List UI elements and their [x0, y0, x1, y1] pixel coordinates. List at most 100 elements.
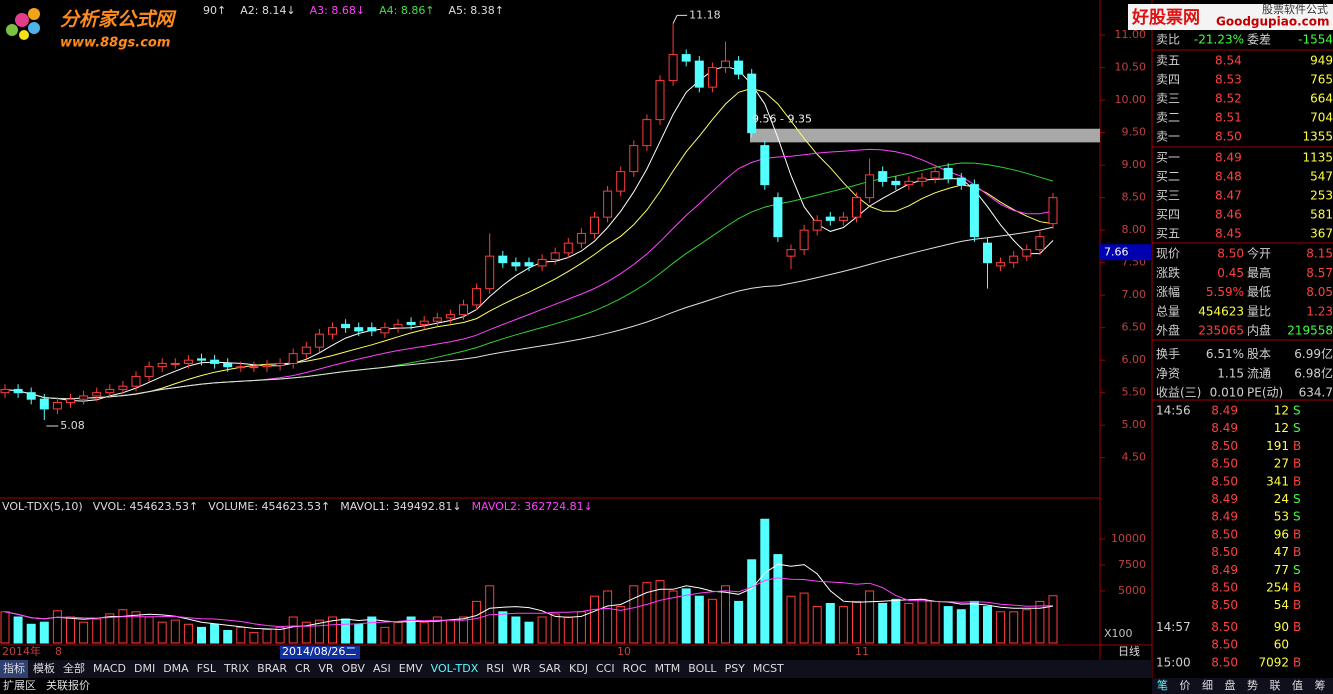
volume-bar — [157, 621, 167, 644]
trade-volume: 60 — [1274, 638, 1289, 652]
ma-legend: A5: 8.38↑ — [449, 4, 504, 17]
trade-volume: 53 — [1274, 510, 1289, 524]
volume-bar — [786, 595, 796, 644]
indicator-tab[interactable]: KDJ — [569, 662, 588, 675]
volume-bar — [393, 621, 403, 644]
panel-tool[interactable]: 细 — [1202, 679, 1213, 692]
stat-label: 流通 — [1247, 366, 1271, 380]
stat-label: 外盘 — [1156, 323, 1180, 338]
stat-label: 换手 — [1156, 347, 1180, 361]
high-label: 11.18 — [689, 8, 721, 21]
volume-unit: X100 — [1104, 627, 1133, 640]
indicator-tab[interactable]: OBV — [342, 662, 366, 675]
indicator-tab[interactable]: 全部 — [63, 661, 85, 675]
indicator-tab[interactable]: VOL-TDX — [431, 662, 479, 675]
y-tick-label: 7.00 — [1122, 288, 1147, 301]
candle-body — [707, 67, 717, 88]
indicator-tab[interactable]: TRIX — [223, 662, 250, 675]
trade-price: 8.49 — [1211, 510, 1238, 524]
low-label: 5.08 — [60, 419, 85, 432]
book-volume: 547 — [1310, 170, 1333, 184]
panel-tool[interactable]: 筹 — [1315, 678, 1326, 692]
summary-label: 卖比 — [1156, 33, 1180, 47]
indicator-tab[interactable]: DMA — [163, 662, 189, 675]
bottom-tab[interactable]: 扩展区 — [3, 678, 36, 692]
date-label: 10 — [617, 645, 631, 658]
panel-tool[interactable]: 价 — [1180, 679, 1191, 692]
volume-bar — [891, 598, 901, 644]
candle-body — [13, 388, 23, 394]
indicator-tab[interactable]: EMV — [399, 662, 423, 675]
indicator-tab[interactable]: MCST — [753, 662, 784, 675]
candle-body — [341, 323, 351, 329]
candle-body — [865, 174, 875, 199]
stat-label: 净资 — [1156, 366, 1180, 380]
candle-body — [183, 359, 193, 364]
indicator-tab[interactable]: 模板 — [33, 661, 55, 675]
indicator-tab[interactable]: ROC — [623, 662, 647, 675]
book-price: 8.46 — [1215, 208, 1242, 222]
panel-tool[interactable]: 联 — [1270, 679, 1281, 692]
indicator-tab[interactable]: FSL — [197, 662, 217, 675]
volume-bar — [210, 623, 220, 644]
candle-body — [773, 197, 783, 238]
band-label: 9.56 - 9.35 — [752, 113, 812, 126]
candle-body — [616, 171, 626, 192]
trade-volume: 12 — [1274, 421, 1289, 435]
volume-tick-label: 10000 — [1111, 532, 1146, 545]
y-tick-label: 5.50 — [1122, 386, 1147, 399]
volume-bar — [1035, 600, 1045, 644]
panel-tool[interactable]: 势 — [1247, 679, 1258, 692]
volume-bar — [314, 619, 324, 644]
volume-bar — [406, 616, 416, 644]
indicator-tab[interactable]: MACD — [93, 662, 126, 675]
indicator-tab[interactable]: PSY — [725, 662, 746, 675]
trade-price: 8.49 — [1211, 492, 1238, 506]
book-price: 8.53 — [1215, 73, 1242, 87]
y-tick-label: 8.00 — [1122, 223, 1147, 236]
indicator-tab[interactable]: VR — [318, 662, 334, 675]
book-volume: 1355 — [1302, 130, 1333, 144]
candle-body — [825, 216, 835, 221]
candle-body — [354, 327, 364, 332]
book-label: 买四 — [1156, 208, 1180, 222]
indicator-tab[interactable]: BOLL — [688, 662, 717, 675]
stat-value: 8.57 — [1306, 266, 1333, 280]
date-label: 2014/08/26二 — [282, 645, 356, 658]
panel-tool[interactable]: 盘 — [1225, 678, 1236, 692]
indicator-tab[interactable]: RSI — [486, 662, 504, 675]
candle-body — [485, 255, 495, 290]
y-tick-label: 9.50 — [1122, 126, 1147, 139]
indicator-tab[interactable]: CCI — [596, 662, 615, 675]
stat-value: 454623 — [1198, 304, 1244, 318]
indicator-tab[interactable]: MTM — [655, 662, 681, 675]
stat-value: 1.23 — [1306, 304, 1333, 318]
stat-value: 8.05 — [1306, 285, 1333, 299]
candle-body — [432, 317, 442, 322]
volume-bar — [825, 602, 835, 644]
candle-body — [537, 258, 547, 267]
volume-bar — [341, 618, 351, 644]
candle-body — [131, 375, 141, 387]
candle-body — [878, 171, 888, 182]
indicator-tab[interactable]: BRAR — [257, 662, 287, 675]
panel-tool[interactable]: 值 — [1292, 679, 1303, 692]
tool-bar — [1152, 678, 1333, 694]
indicator-tab[interactable]: DMI — [134, 662, 155, 675]
stat-label: 总量 — [1156, 304, 1180, 318]
indicator-tab[interactable]: ASI — [373, 662, 391, 675]
bottom-tab[interactable]: 关联报价 — [46, 678, 90, 692]
volume-bar — [747, 559, 757, 644]
watermark-right: 好股票网 — [1131, 7, 1200, 28]
trade-volume: 341 — [1266, 474, 1289, 488]
indicator-tab[interactable]: CR — [295, 662, 311, 675]
indicator-tab[interactable]: 指标 — [3, 661, 25, 675]
trade-volume: 96 — [1274, 527, 1289, 541]
candle-body — [301, 346, 311, 355]
panel-tool[interactable]: 笔 — [1157, 678, 1168, 692]
indicator-tab[interactable]: WR — [512, 662, 531, 675]
indicator-tab[interactable]: SAR — [539, 662, 562, 675]
candle-body — [563, 242, 573, 254]
tab-bar — [0, 660, 1152, 678]
trade-price: 8.49 — [1211, 421, 1238, 435]
